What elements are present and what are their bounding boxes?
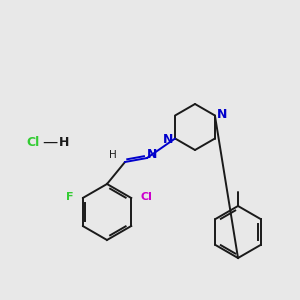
Text: Cl: Cl	[26, 136, 40, 148]
Text: Cl: Cl	[140, 192, 152, 202]
Text: N: N	[217, 108, 227, 121]
Text: H: H	[59, 136, 69, 148]
Text: F: F	[66, 192, 74, 202]
Text: N: N	[163, 133, 173, 146]
Text: —: —	[42, 134, 58, 149]
Text: N: N	[147, 148, 157, 160]
Text: H: H	[109, 150, 117, 160]
